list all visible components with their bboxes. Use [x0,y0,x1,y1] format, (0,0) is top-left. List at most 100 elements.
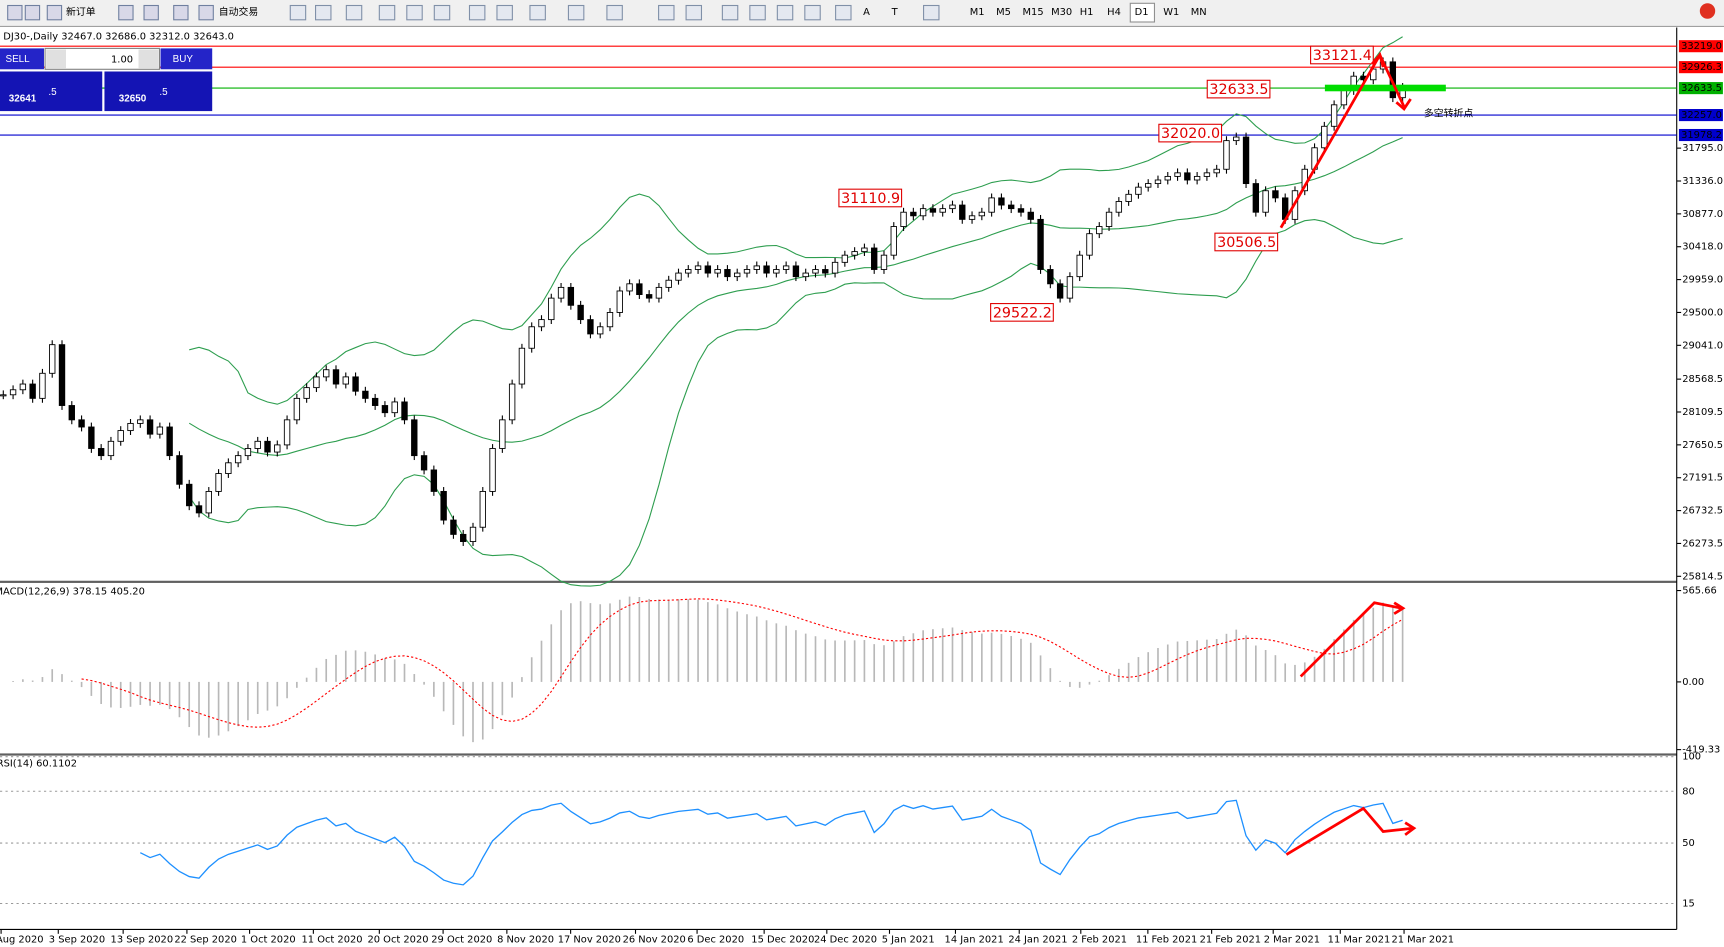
candle [959,204,966,220]
toolbar-icon[interactable] [289,4,307,21]
toolbar-icon[interactable] [406,4,423,21]
level-tag [1678,40,1723,53]
candle [880,254,888,270]
toolbar-icon[interactable] [468,4,486,21]
candle [685,269,692,274]
candle [0,394,7,397]
lot-spin[interactable] [46,49,66,69]
candle [1056,283,1064,299]
toolbar-button[interactable]: 自动交易 [219,5,259,18]
toolbar-button[interactable]: A [863,7,870,18]
toolbar-icon[interactable] [173,4,189,21]
bid-box[interactable] [0,71,103,112]
indicator-title: RSI(14) 60.1102 [0,758,77,769]
candle [381,405,389,414]
x-tick-label: Aug 2020 [0,934,44,945]
candle [1340,90,1348,106]
candle [567,286,575,306]
toolbar-icon[interactable] [529,4,546,21]
toolbar-icon[interactable] [433,4,451,21]
candle [606,312,614,328]
toolbar-icon[interactable] [118,4,134,21]
candle [1047,269,1054,285]
toolbar-icon[interactable] [658,4,675,21]
x-tick-label: 22 Sep 2020 [174,934,237,945]
candle [411,419,418,457]
timeframe-button[interactable]: MN [1191,7,1207,18]
candle [577,304,584,321]
level-tag [1678,61,1723,74]
candle [636,283,643,295]
toolbar-icon[interactable] [606,4,623,21]
timeframe-button[interactable]: M30 [1051,7,1072,18]
toolbar-icon[interactable] [7,4,23,21]
timeframe-button[interactable]: H4 [1107,7,1121,18]
candle [127,422,134,432]
timeframe-button[interactable]: D1 [1135,7,1149,18]
price-annotation-box [1310,45,1374,65]
candle [1066,276,1074,299]
sell-button[interactable] [0,48,44,70]
chart-title: DJ30-,Daily 32467.0 32686.0 32312.0 3264… [3,31,234,42]
toolbar-button[interactable]: 新订单 [66,5,96,18]
toolbar-icon[interactable] [567,4,585,21]
y-tick-label: 15 [1682,898,1695,909]
x-tick-label: 1 Oct 2020 [241,934,296,945]
toolbar-icon[interactable] [721,4,739,21]
toolbar-icon[interactable] [804,4,821,21]
x-tick-label: 2 Feb 2021 [1072,934,1127,945]
y-tick-label: -419.33 [1682,745,1720,756]
timeframe-button[interactable]: M1 [970,7,985,18]
candle [1252,183,1260,213]
toolbar-icon[interactable] [143,4,159,21]
candle [694,265,702,270]
lot-input[interactable] [44,47,160,70]
candle [283,419,291,446]
candle [508,383,516,421]
toolbar-icon[interactable] [685,4,703,21]
arrow-head [1393,601,1406,615]
candle [1223,140,1230,170]
level-tag [1678,82,1723,95]
timeframe-button[interactable]: H1 [1080,7,1094,18]
x-tick-label: 14 Jan 2021 [945,934,1004,945]
candle [782,265,790,270]
toolbar-button[interactable]: T [891,7,899,18]
toolbar-icon[interactable] [378,4,396,21]
candle [998,197,1005,206]
rsi-line [139,799,1403,886]
candle [616,290,623,313]
candle [107,440,115,457]
candle [9,389,17,396]
candle [332,369,340,385]
buy-button[interactable] [160,48,213,70]
y-tick-label: 29041.0 [1682,340,1723,351]
toolbar-icon[interactable] [835,4,852,21]
ask-price: 32650 [119,94,147,105]
candle [244,448,252,457]
toolbar-icon[interactable] [496,4,513,21]
candle [1115,201,1123,213]
toolbar-icon[interactable] [776,4,794,21]
x-tick-label: 13 Sep 2020 [111,934,174,945]
timeframe-button[interactable]: W1 [1163,7,1179,18]
notification-badge[interactable] [1699,3,1716,19]
price-annotation-box [838,188,903,208]
toolbar-icon[interactable] [345,4,363,21]
candle [440,490,447,521]
arrow [1285,806,1413,856]
candle [205,490,212,514]
toolbar-icon[interactable] [46,4,63,21]
candle [460,533,467,542]
toolbar-icon[interactable] [24,4,41,21]
toolbar-icon[interactable] [923,4,940,21]
ask-box[interactable] [104,71,213,112]
timeframe-button[interactable]: M15 [1023,7,1044,18]
price-annotation-box [1206,79,1271,99]
lot-spin[interactable] [138,49,159,69]
toolbar-icon[interactable] [315,4,332,21]
toolbar-icon[interactable] [198,4,214,21]
timeframe-button[interactable]: M5 [996,7,1011,18]
toolbar-icon[interactable] [749,4,766,21]
arrow [1279,52,1406,229]
